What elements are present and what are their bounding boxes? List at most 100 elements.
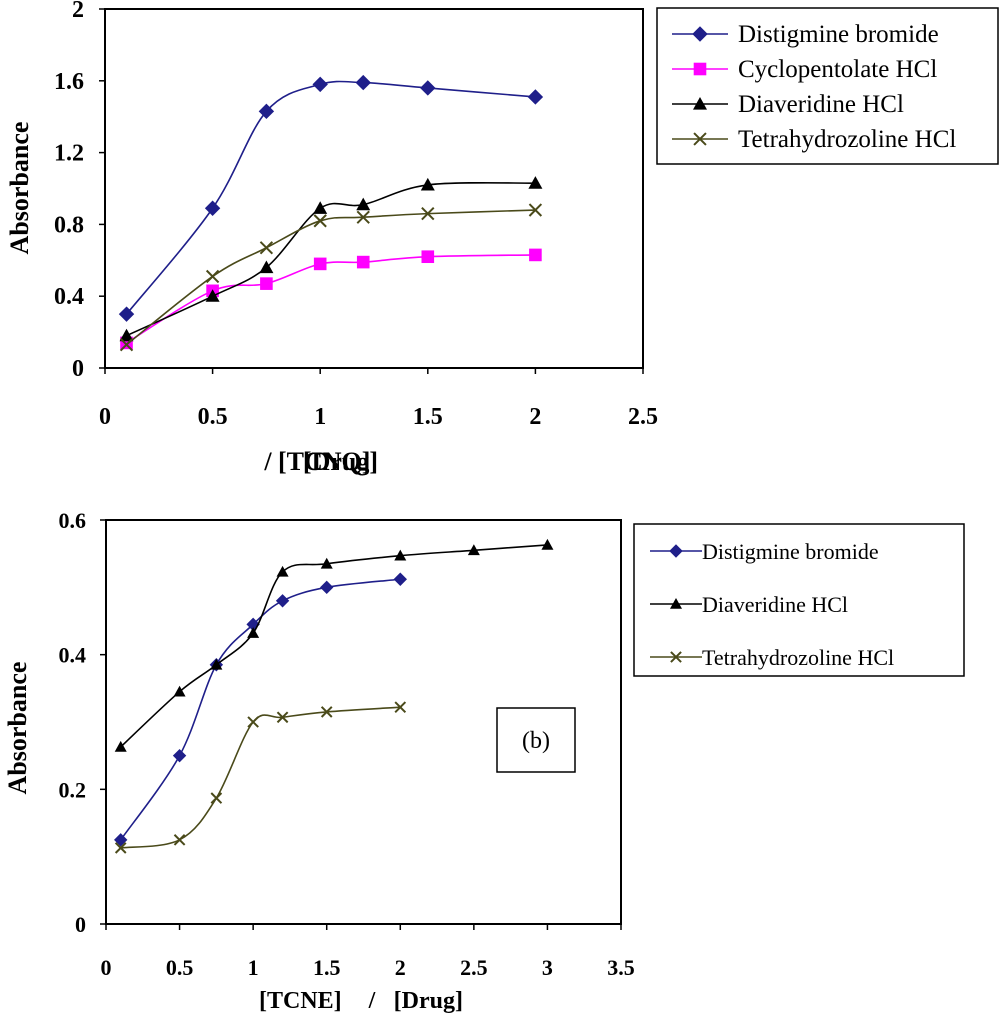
- legend-marker: [693, 62, 707, 76]
- data-point: [275, 594, 290, 608]
- data-point-stroke: [394, 701, 407, 713]
- data-point-stroke: [205, 269, 220, 284]
- x-tick-label: 2: [529, 404, 541, 430]
- data-point: [529, 248, 542, 262]
- y-tick-label: 0: [72, 356, 84, 382]
- legend-label: Tetrahydrozoline HCl: [738, 126, 956, 153]
- x-axis-title-part: [TCNE]: [259, 988, 342, 1014]
- data-point: [205, 269, 220, 284]
- data-point: [205, 289, 220, 302]
- data-point: [313, 201, 328, 214]
- data-point-stroke: [320, 706, 333, 718]
- data-point: [258, 103, 275, 120]
- legend-label: Distigmine bromide: [702, 539, 879, 564]
- data-point: [313, 214, 327, 228]
- data-point: [313, 257, 327, 271]
- data-point-stroke: [313, 214, 327, 228]
- legend-label: Diaveridine HCl: [702, 592, 848, 617]
- y-tick-label: 0.4: [59, 643, 87, 668]
- x-axis-title-part: [Drug]: [303, 447, 378, 476]
- x-tick-label: 1: [248, 955, 259, 980]
- data-point-stroke: [528, 203, 543, 217]
- data-point: [118, 306, 135, 322]
- x-tick-label: 1.5: [313, 955, 341, 980]
- x-tick-label: 0.5: [166, 955, 194, 980]
- y-tick-label: 0.2: [59, 777, 87, 802]
- data-point: [394, 701, 407, 713]
- data-point-stroke: [119, 338, 134, 352]
- data-point: [320, 580, 334, 595]
- data-point: [172, 748, 187, 763]
- x-tick-label: 2: [395, 955, 406, 980]
- plot-area: [104, 8, 644, 369]
- x-tick-label: 1.5: [413, 404, 443, 430]
- legend-label: Cyclopentolate HCl: [738, 56, 937, 83]
- data-point: [276, 711, 289, 724]
- data-point-stroke: [421, 206, 435, 221]
- legend-marker-stroke: [693, 132, 707, 146]
- y-tick-label: 0.6: [59, 508, 87, 533]
- x-tick-label: 0.5: [198, 404, 228, 430]
- data-point: [119, 328, 134, 342]
- data-point: [210, 658, 223, 670]
- x-axis-title-part: [Drug]: [394, 988, 463, 1014]
- data-point: [173, 685, 186, 697]
- data-point: [421, 250, 435, 264]
- data-point: [119, 338, 134, 352]
- y-tick-label: 1.6: [54, 69, 84, 95]
- legend-label: Diaveridine HCl: [738, 91, 904, 118]
- x-tick-label: 0: [101, 955, 112, 980]
- legend-marker: [693, 97, 707, 110]
- x-axis-title-part: /: [368, 988, 376, 1014]
- legend-marker: [670, 598, 682, 609]
- y-tick-label: 2: [72, 0, 84, 23]
- data-point: [276, 565, 289, 577]
- y-tick-label: 1.2: [54, 141, 84, 167]
- data-point: [356, 197, 371, 211]
- data-point-stroke: [356, 210, 370, 224]
- y-tick-label: 0.8: [54, 212, 84, 238]
- legend-label: Tetrahydrozoline HCl: [702, 645, 894, 670]
- data-point: [210, 792, 223, 804]
- data-point: [355, 74, 371, 91]
- legend-marker: [670, 651, 682, 663]
- data-point: [247, 627, 260, 638]
- data-point: [114, 740, 127, 752]
- panel-label-box: [496, 707, 576, 773]
- x-tick-label: 1: [314, 404, 326, 430]
- data-point: [528, 203, 543, 217]
- legend-marker: [669, 544, 683, 558]
- data-point: [204, 200, 221, 216]
- x-tick-label: 2.5: [460, 955, 488, 980]
- y-axis-title: Absorbance: [5, 122, 34, 255]
- data-point: [320, 706, 333, 718]
- legend-box: [633, 523, 965, 677]
- data-point: [259, 241, 274, 255]
- data-point: [114, 842, 127, 854]
- chart-b: 0 0.2 0.4 0.6 0 0.5 1 1.5 2 2.5 3 3.5 Absorbance [TCN…: [3, 508, 965, 1014]
- y-tick-label: 0: [75, 912, 86, 937]
- legend-marker: [693, 132, 707, 146]
- chart-a: 0 0.4 0.8 1.2 1.6 2 0 0.5 1 1.5 2 2.5 Absorbance [TCN…: [5, 0, 999, 476]
- y-tick-label: 0.4: [54, 284, 84, 310]
- x-axis-title-part: [TCNQ]: [278, 447, 370, 476]
- data-point: [260, 277, 273, 290]
- data-point: [421, 206, 435, 221]
- data-point-stroke: [259, 241, 274, 255]
- data-point: [394, 549, 407, 561]
- x-tick-label: 3.5: [607, 955, 635, 980]
- data-point-stroke: [210, 792, 223, 804]
- data-point: [247, 716, 259, 728]
- data-point: [527, 89, 544, 105]
- data-point-stroke: [114, 842, 127, 854]
- x-tick-label: 0: [99, 404, 111, 430]
- data-point: [173, 834, 186, 846]
- data-point-stroke: [276, 711, 289, 724]
- legend-label: Distigmine bromide: [738, 21, 939, 48]
- x-axis-title-part: /: [263, 447, 272, 476]
- data-point: [528, 176, 543, 189]
- data-point-stroke: [247, 716, 259, 728]
- legend-marker-stroke: [670, 651, 682, 663]
- data-point: [420, 80, 436, 96]
